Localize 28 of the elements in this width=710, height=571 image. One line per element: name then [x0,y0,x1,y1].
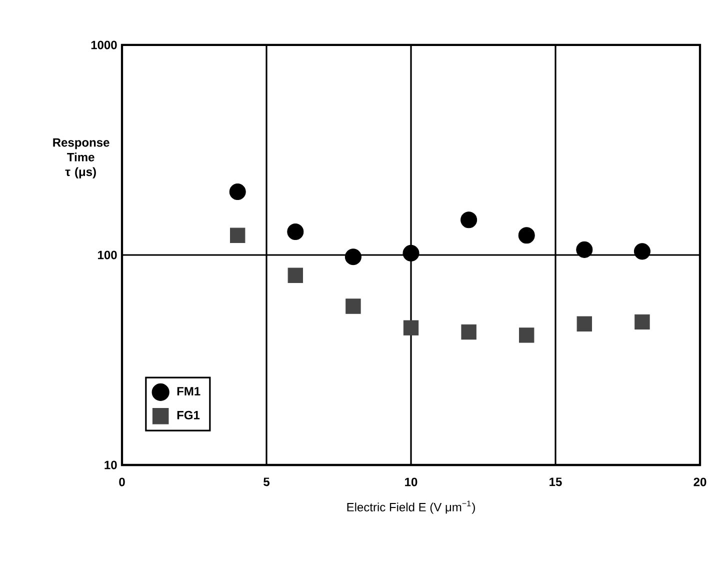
point [576,316,592,332]
point [461,324,476,340]
point [634,243,650,260]
point [230,228,246,243]
x-tick-label: 0 [119,478,125,486]
legend-label: FG1 [177,410,200,420]
point [288,268,304,283]
point [344,248,362,266]
point [576,241,593,258]
x-tick-label: 10 [405,478,418,486]
x-tick-label: 5 [264,478,270,486]
point [519,328,534,343]
point [460,212,478,228]
legend-label: FM1 [177,387,200,396]
x-tick-label: 15 [550,478,562,486]
point [346,298,361,314]
point [518,227,535,244]
y-axis-title: Response Time τ (μs) [53,138,110,178]
point [403,320,419,336]
point [634,314,650,330]
y-tick-label: 100 [98,250,117,260]
point [287,224,304,240]
y-tick-label: 1000 [91,40,117,50]
x-tick-label: 20 [694,478,706,486]
point [229,184,246,200]
x-axis-title: Electric Field E (V μm$^{−1}$) [347,500,475,514]
y-tick-label: 10 [104,460,117,470]
point [402,244,420,262]
